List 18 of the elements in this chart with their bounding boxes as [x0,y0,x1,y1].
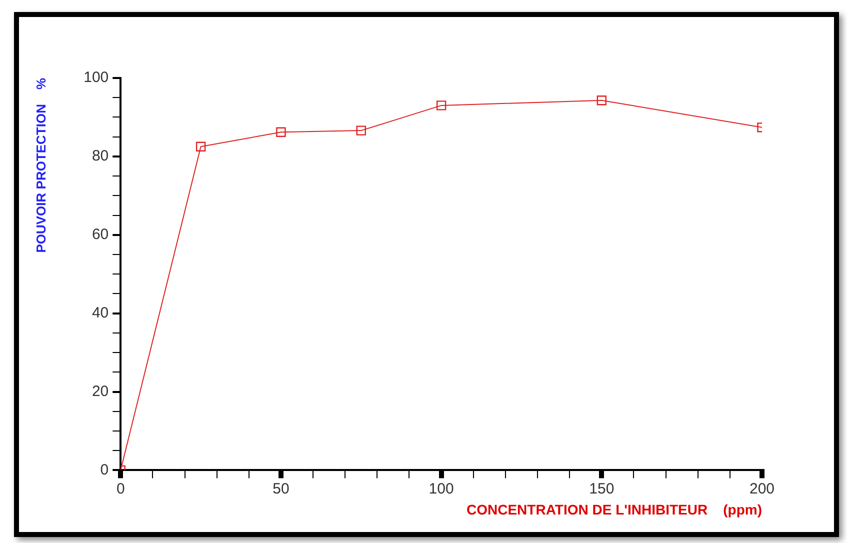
x-tick-label: 100 [428,480,454,498]
point [436,100,446,110]
point [596,96,606,106]
y-tick-label: 40 [92,304,109,322]
x-tick-label: 150 [589,480,614,498]
y-tick-label: 80 [92,148,109,165]
y-axis-title: POUVOIR PROTECTION % [33,78,48,253]
y-tick-label: 0 [100,461,109,478]
point [276,127,286,137]
x-tick-label: 200 [749,480,775,498]
y-tick-label: 20 [92,382,109,400]
y-tick-label: 60 [92,226,109,244]
point [196,142,206,152]
x-axis-title: CONCENTRATION DE L'INHIBITEUR (ppm) [466,501,762,518]
x-tick-label: 0 [116,480,125,498]
x-tick-label: 50 [272,480,290,498]
point [356,126,366,136]
y-tick-label: 100 [84,69,109,86]
